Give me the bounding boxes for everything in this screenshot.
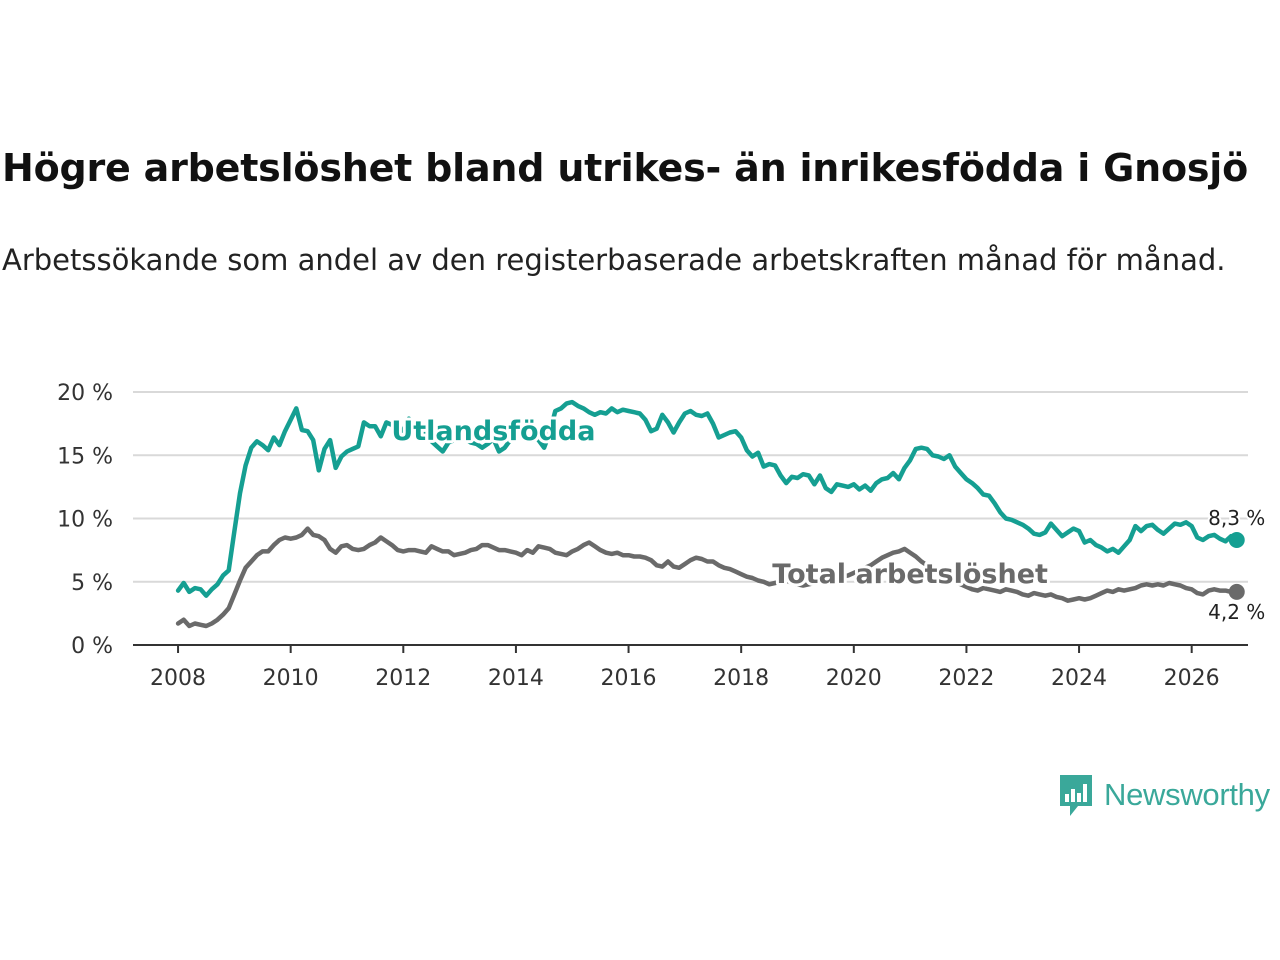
series-line-total [175, 526, 1239, 629]
gridlines [133, 391, 1248, 583]
x-tick-label: 2016 [601, 666, 657, 691]
newsworthy-logo: Newsworthy [1058, 772, 1270, 818]
x-tick-label: 2024 [1051, 666, 1107, 691]
axes: 0 % 5 % 10 % 15 % 20 % 2008 2010 2012 2014 2016 20… [57, 381, 1248, 691]
y-tick-label: 0 % [71, 634, 113, 659]
end-value-label-total: 4,2 % [1208, 600, 1265, 624]
chart-title: Högre arbetslöshet bland utrikes- än inr… [2, 146, 1249, 190]
x-tick-label: 2022 [938, 666, 994, 691]
chart-subtitle: Arbetssökande som andel av den registerb… [2, 243, 1226, 277]
end-point-utlandsfodda [1228, 532, 1245, 549]
x-tick-label: 2026 [1164, 666, 1220, 691]
y-tick-label: 5 % [71, 571, 113, 596]
end-point-total [1228, 583, 1245, 600]
y-tick-label: 15 % [57, 444, 113, 469]
x-tick-label: 2012 [375, 666, 431, 691]
series-label-utlandsfodda: Utlandsfödda [391, 416, 595, 447]
end-value-label-utlandsfodda: 8,3 % [1208, 506, 1265, 530]
x-tick-label: 2008 [150, 666, 206, 691]
series-lines [175, 399, 1245, 629]
series-labels: Utlandsfödda 8,3 % Total arbetslöshet 4,2 % [388, 413, 1267, 626]
series-label-total: Total arbetslöshet [772, 559, 1048, 590]
x-tick-label: 2020 [826, 666, 882, 691]
newsworthy-logo-icon [1060, 775, 1092, 816]
series-line-utlandsfodda [175, 399, 1239, 598]
x-tick-label: 2010 [263, 666, 319, 691]
x-tick-label: 2018 [713, 666, 769, 691]
y-tick-label: 20 % [57, 381, 113, 406]
y-tick-label: 10 % [57, 508, 113, 533]
brand-name: Newsworthy [1104, 777, 1270, 812]
x-tick-label: 2014 [488, 666, 544, 691]
